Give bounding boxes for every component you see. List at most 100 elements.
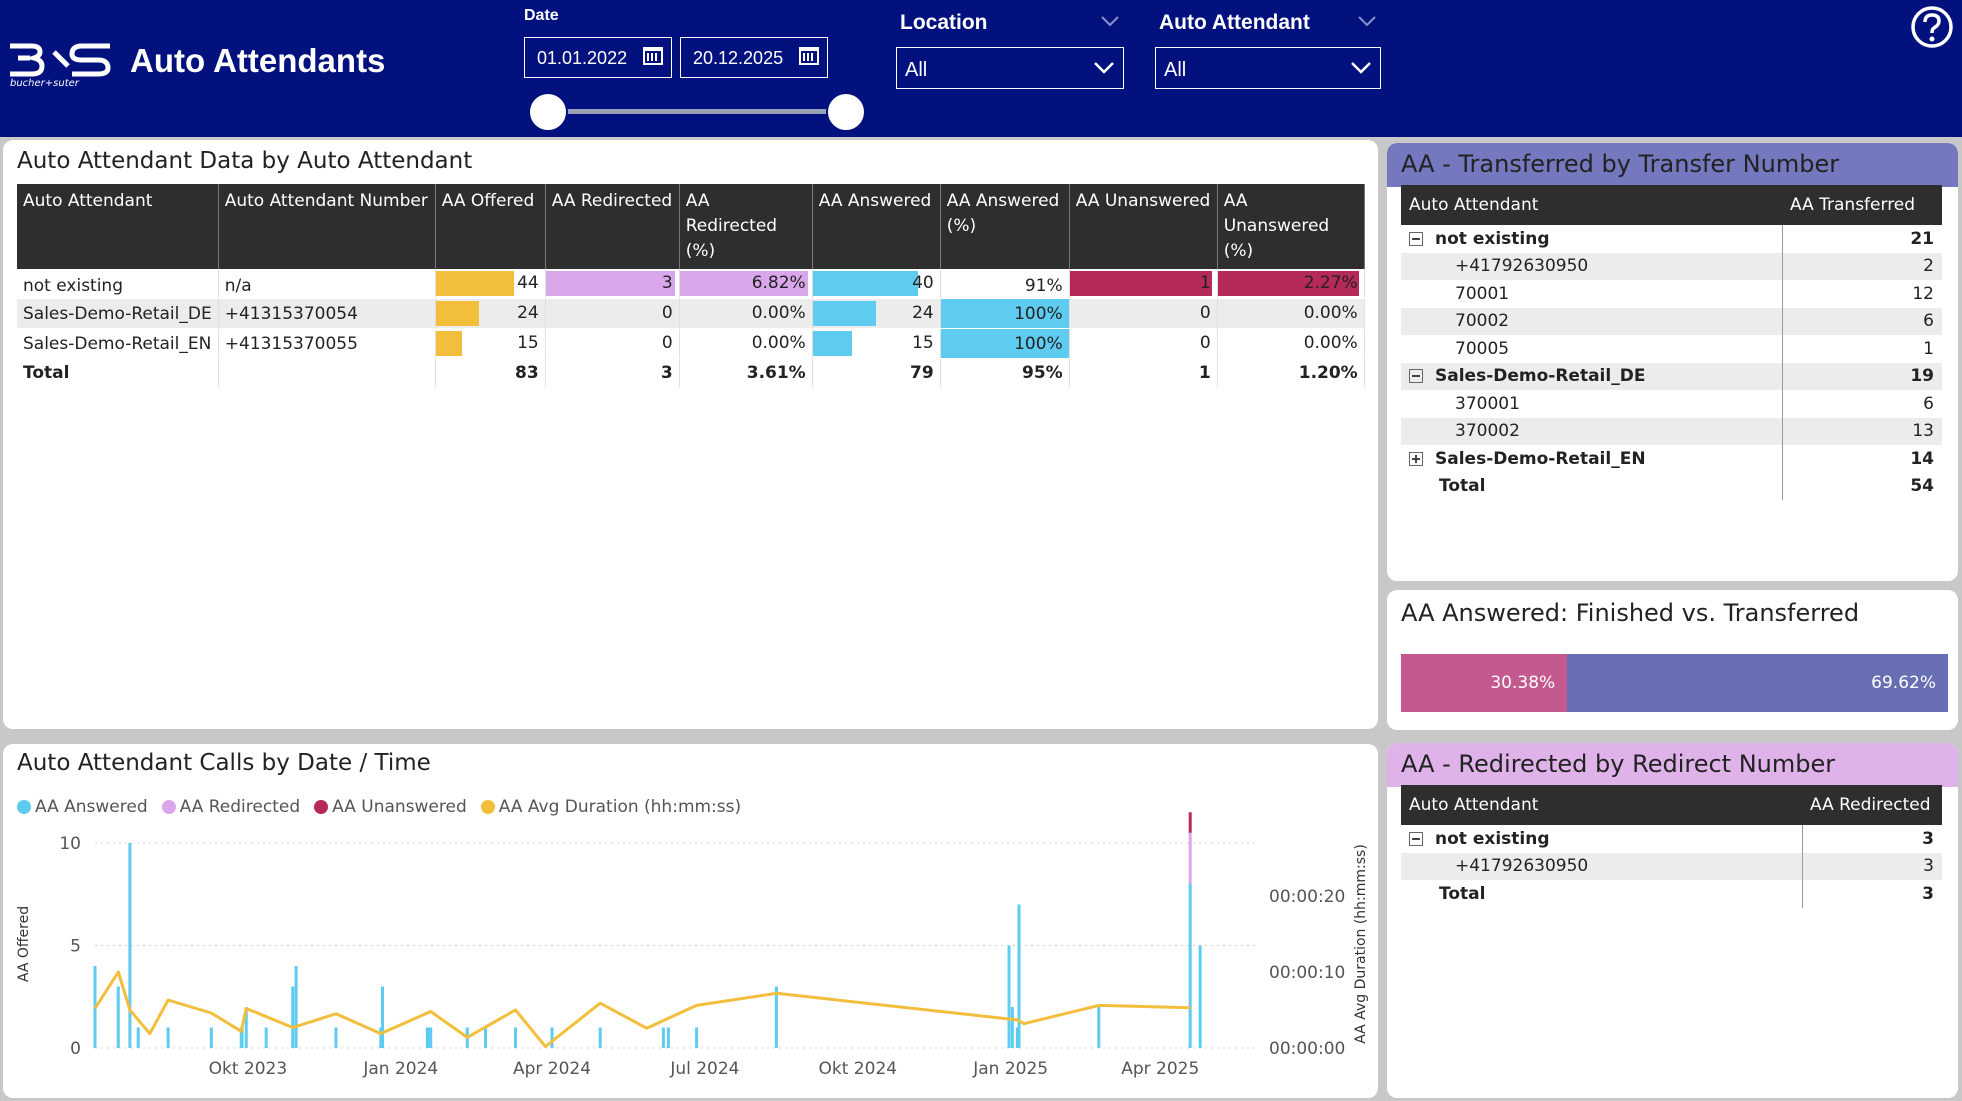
collapse-icon[interactable]: [1409, 369, 1423, 384]
aa-answered-pct-cell[interactable]: 100%: [940, 328, 1070, 359]
aa-unanswered-pct-cell[interactable]: 0.00%: [1217, 298, 1365, 329]
date-to-input[interactable]: 20.12.2025: [680, 37, 828, 78]
help-icon[interactable]: [1910, 5, 1954, 49]
matrix-group-row[interactable]: not existing 3: [1401, 825, 1942, 853]
table-row[interactable]: Sales-Demo-Retail_EN +41315370055 15 0 0.00%…: [17, 328, 1365, 359]
answered-bar: [427, 1027, 431, 1048]
finished-vs-transferred-panel: AA Answered: Finished vs. Transferred 30…: [1387, 590, 1958, 730]
transferred-segment[interactable]: 69.62%: [1567, 654, 1948, 712]
aa-answered-pct-cell[interactable]: 91%: [940, 269, 1070, 299]
aa-data-table: Auto Attendant Auto Attendant Number AA …: [17, 184, 1365, 388]
column-header[interactable]: AA Answered: [812, 184, 941, 269]
aa-unanswered-cell[interactable]: 1: [1069, 269, 1218, 299]
table-row[interactable]: Sales-Demo-Retail_DE +41315370054 24 0 0.00%…: [17, 298, 1365, 329]
matrix-row[interactable]: 70001 12: [1401, 280, 1942, 308]
aa-redirected-pct-cell[interactable]: 0.00%: [679, 298, 813, 329]
legend-dot: [161, 800, 176, 814]
column-header[interactable]: AA Redirected: [545, 184, 680, 269]
panel-title: AA - Transferred by Transfer Number: [1387, 143, 1958, 187]
date-from-input[interactable]: 01.01.2022: [524, 37, 672, 78]
matrix-group-row[interactable]: Sales-Demo-Retail_DE 19: [1401, 362, 1942, 390]
location-dropdown[interactable]: All: [896, 47, 1124, 89]
date-range-start-handle[interactable]: [528, 92, 568, 132]
aa-redirected-cell[interactable]: 3: [545, 269, 680, 299]
matrix-row[interactable]: 70002 6: [1401, 307, 1942, 335]
answered-bar: [240, 1027, 244, 1048]
aa-answered-cell[interactable]: 24: [812, 298, 941, 329]
y2-tick-label: 00:00:20: [1269, 887, 1345, 907]
x-tick-label: Okt 2023: [209, 1059, 288, 1079]
date-range-slider-track[interactable]: [548, 109, 848, 114]
date-slicer-label: Date: [524, 7, 559, 24]
aa-redirected-pct-cell[interactable]: 6.82%: [679, 269, 813, 299]
matrix-group-row[interactable]: Sales-Demo-Retail_EN 14: [1401, 445, 1942, 473]
expand-icon[interactable]: [1409, 451, 1423, 466]
answered-bar: [666, 1027, 670, 1048]
aa-unanswered-pct-cell[interactable]: 2.27%: [1217, 269, 1365, 299]
aa-answered-cell-bar: [812, 331, 853, 356]
answered-bar: [513, 1027, 517, 1048]
total-cell: 1.20%: [1217, 358, 1365, 388]
aa-unanswered-pct-cell[interactable]: 0.00%: [1217, 328, 1365, 359]
matrix-value-cell: 14: [1910, 448, 1934, 469]
aa-redirected-cell[interactable]: 0: [545, 328, 680, 359]
y2-tick-label: 00:00:00: [1269, 1039, 1345, 1059]
matrix-value-cell: 6: [1923, 393, 1934, 414]
aa-answered-cell[interactable]: 15: [812, 328, 941, 359]
aa-unanswered-cell[interactable]: 0: [1069, 328, 1218, 359]
matrix-row[interactable]: +41792630950 3: [1401, 852, 1942, 880]
aa-offered-cell[interactable]: 44: [435, 269, 546, 299]
matrix-row[interactable]: 370001 6: [1401, 390, 1942, 418]
column-header[interactable]: AA Unanswered: [1069, 184, 1218, 269]
column-header[interactable]: Auto Attendant: [1401, 785, 1802, 825]
matrix-label-cell: Sales-Demo-Retail_EN: [1401, 445, 1783, 473]
column-header[interactable]: AA Redirected (%): [679, 184, 813, 269]
date-range-end-handle[interactable]: [826, 92, 866, 132]
legend-item-unanswered[interactable]: AA Unanswered: [314, 797, 467, 817]
column-header[interactable]: Auto Attendant: [1401, 185, 1782, 225]
calendar-icon[interactable]: [799, 47, 819, 65]
column-header[interactable]: AA Offered: [435, 184, 546, 269]
column-header[interactable]: AA Answered (%): [940, 184, 1070, 269]
column-header[interactable]: Auto Attendant Number: [218, 184, 436, 269]
total-cell: Total: [17, 358, 219, 388]
calendar-icon[interactable]: [643, 47, 663, 65]
aa-answered-cell[interactable]: 40: [812, 269, 941, 299]
auto-attendant-dropdown[interactable]: All: [1155, 47, 1381, 89]
collapse-icon[interactable]: [1409, 231, 1423, 246]
aa-redirected-cell[interactable]: 0: [545, 298, 680, 329]
aa-unanswered-cell[interactable]: 0: [1069, 298, 1218, 329]
chevron-down-icon[interactable]: [1357, 14, 1377, 28]
transferred-matrix: Auto Attendant AA Transferred not existi…: [1401, 185, 1942, 500]
redirected-matrix: Auto Attendant AA Redirected not existin…: [1401, 785, 1942, 908]
report-header: bucher+suter Auto Attendants Date 01.01.…: [0, 0, 1962, 137]
legend-item-answered[interactable]: AA Answered: [17, 797, 148, 817]
matrix-row[interactable]: +41792630950 2: [1401, 252, 1942, 280]
legend-item-redirected[interactable]: AA Redirected: [161, 797, 300, 817]
chevron-down-icon[interactable]: [1100, 14, 1120, 28]
aa-redirected-pct-cell[interactable]: 0.00%: [679, 328, 813, 359]
column-header[interactable]: AA Unanswered (%): [1217, 184, 1365, 269]
finished-segment[interactable]: 30.38%: [1401, 654, 1568, 712]
aa-redirected-pct-cell-value: 6.82%: [751, 273, 806, 293]
matrix-label: +41792630950: [1455, 856, 1589, 877]
table-row[interactable]: not existing n/a 44 3 6.82% 40 91% 1 2.27%: [17, 269, 1365, 299]
legend-item-duration[interactable]: AA Avg Duration (hh:mm:ss): [480, 797, 741, 817]
matrix-group-row[interactable]: not existing 21: [1401, 225, 1942, 253]
aa-answered-pct-cell[interactable]: 100%: [940, 298, 1070, 329]
matrix-row[interactable]: 70005 1: [1401, 335, 1942, 363]
matrix-row[interactable]: 370002 13: [1401, 417, 1942, 445]
aa-offered-cell[interactable]: 24: [435, 298, 546, 329]
column-header[interactable]: AA Redirected: [1802, 785, 1942, 825]
answered-bar: [695, 1027, 699, 1048]
column-header[interactable]: Auto Attendant: [17, 184, 219, 269]
aa-offered-cell[interactable]: 15: [435, 328, 546, 359]
answered-bar: [334, 1027, 338, 1048]
collapse-icon[interactable]: [1409, 831, 1423, 846]
y-tick-label: 10: [59, 834, 81, 854]
matrix-label-cell: +41792630950: [1401, 252, 1783, 280]
column-header[interactable]: AA Transferred: [1782, 185, 1942, 225]
answered-bar: [429, 1027, 433, 1048]
matrix-value-cell: 3: [1922, 828, 1934, 849]
legend-label: AA Unanswered: [332, 797, 467, 817]
